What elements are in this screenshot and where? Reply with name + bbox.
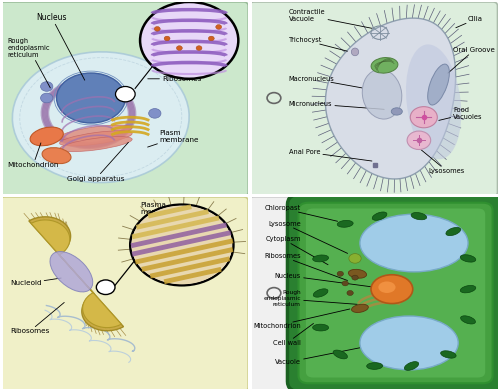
- Text: Plasma
membrane: Plasma membrane: [140, 202, 179, 225]
- Circle shape: [154, 27, 160, 31]
- Text: Cell wall: Cell wall: [164, 225, 194, 239]
- Ellipse shape: [446, 228, 460, 236]
- Ellipse shape: [440, 351, 456, 358]
- FancyBboxPatch shape: [0, 2, 248, 196]
- Text: Nucleus: Nucleus: [36, 13, 84, 80]
- Ellipse shape: [371, 57, 398, 73]
- Text: Nucleoid: Nucleoid: [10, 278, 61, 286]
- Circle shape: [40, 82, 53, 91]
- Text: Contractile
Vacuole: Contractile Vacuole: [288, 9, 372, 28]
- Circle shape: [148, 109, 161, 118]
- Circle shape: [349, 254, 361, 263]
- Circle shape: [40, 93, 53, 103]
- Text: Nucleus: Nucleus: [274, 273, 372, 287]
- Circle shape: [164, 36, 170, 41]
- Circle shape: [208, 36, 214, 41]
- Text: Micronucleus: Micronucleus: [288, 101, 384, 109]
- Ellipse shape: [360, 214, 468, 272]
- FancyBboxPatch shape: [288, 194, 500, 391]
- Text: Golgi apparatus: Golgi apparatus: [67, 142, 128, 182]
- Text: Vacuole: Vacuole: [275, 347, 362, 365]
- Ellipse shape: [428, 64, 450, 105]
- Circle shape: [196, 46, 202, 50]
- Circle shape: [342, 281, 348, 286]
- Ellipse shape: [404, 362, 418, 370]
- Ellipse shape: [333, 350, 347, 359]
- FancyBboxPatch shape: [250, 2, 498, 196]
- Ellipse shape: [372, 212, 387, 220]
- Circle shape: [96, 280, 115, 294]
- Text: Rough
endoplasmic
reticulum: Rough endoplasmic reticulum: [264, 291, 357, 307]
- Ellipse shape: [56, 73, 126, 123]
- Ellipse shape: [378, 282, 396, 293]
- Ellipse shape: [460, 285, 476, 293]
- Text: Ribosomes: Ribosomes: [264, 253, 347, 280]
- Ellipse shape: [460, 316, 475, 324]
- Circle shape: [116, 86, 135, 102]
- Ellipse shape: [406, 45, 462, 159]
- Circle shape: [140, 2, 238, 79]
- Circle shape: [176, 46, 182, 50]
- Ellipse shape: [460, 255, 476, 262]
- Ellipse shape: [371, 275, 412, 303]
- Text: Plasm
membrane: Plasm membrane: [148, 130, 199, 147]
- Ellipse shape: [352, 48, 358, 56]
- Ellipse shape: [362, 69, 402, 119]
- Polygon shape: [31, 220, 122, 328]
- Circle shape: [347, 291, 354, 296]
- Text: Rough
endoplasmic
reticulum: Rough endoplasmic reticulum: [8, 38, 50, 88]
- Circle shape: [337, 271, 344, 276]
- Ellipse shape: [314, 289, 328, 297]
- Text: Cell wall: Cell wall: [273, 323, 314, 346]
- Text: Chloropast: Chloropast: [265, 205, 338, 221]
- Ellipse shape: [312, 255, 328, 262]
- FancyBboxPatch shape: [298, 203, 492, 383]
- Ellipse shape: [312, 324, 328, 331]
- Ellipse shape: [60, 136, 132, 152]
- Text: Lysosome: Lysosome: [268, 221, 347, 253]
- Text: Ribosomes: Ribosomes: [148, 76, 202, 82]
- Text: Macronucleus: Macronucleus: [288, 76, 362, 88]
- Circle shape: [130, 204, 234, 285]
- Circle shape: [132, 206, 232, 284]
- Text: Ribosomes: Ribosomes: [10, 303, 64, 334]
- Polygon shape: [326, 18, 456, 179]
- FancyBboxPatch shape: [250, 197, 498, 391]
- Ellipse shape: [392, 108, 402, 115]
- Circle shape: [407, 131, 430, 149]
- Ellipse shape: [352, 304, 368, 312]
- Circle shape: [352, 275, 358, 280]
- Text: Anal Pore: Anal Pore: [288, 149, 372, 161]
- Text: Mitochondrion: Mitochondrion: [253, 309, 350, 329]
- Ellipse shape: [50, 251, 92, 292]
- Ellipse shape: [60, 131, 132, 146]
- Circle shape: [410, 107, 438, 128]
- Text: Food
Vacuoles: Food Vacuoles: [439, 107, 483, 120]
- Polygon shape: [29, 217, 124, 331]
- Ellipse shape: [411, 213, 426, 220]
- FancyBboxPatch shape: [0, 197, 248, 391]
- Ellipse shape: [338, 221, 353, 227]
- Text: Lysosomes: Lysosomes: [421, 150, 465, 174]
- Ellipse shape: [42, 148, 71, 164]
- Circle shape: [216, 25, 222, 29]
- FancyBboxPatch shape: [306, 208, 485, 378]
- Ellipse shape: [360, 316, 458, 370]
- Ellipse shape: [30, 127, 64, 146]
- Text: Cilia: Cilia: [456, 16, 483, 28]
- Text: Cytoplasm: Cytoplasm: [266, 236, 328, 265]
- Ellipse shape: [348, 269, 366, 278]
- Text: Oral Groove: Oral Groove: [448, 47, 495, 73]
- Text: Mitochondrion: Mitochondrion: [8, 143, 59, 168]
- Ellipse shape: [12, 52, 189, 183]
- Text: Trichocyst: Trichocyst: [288, 38, 348, 51]
- Ellipse shape: [60, 125, 132, 140]
- Ellipse shape: [366, 362, 382, 369]
